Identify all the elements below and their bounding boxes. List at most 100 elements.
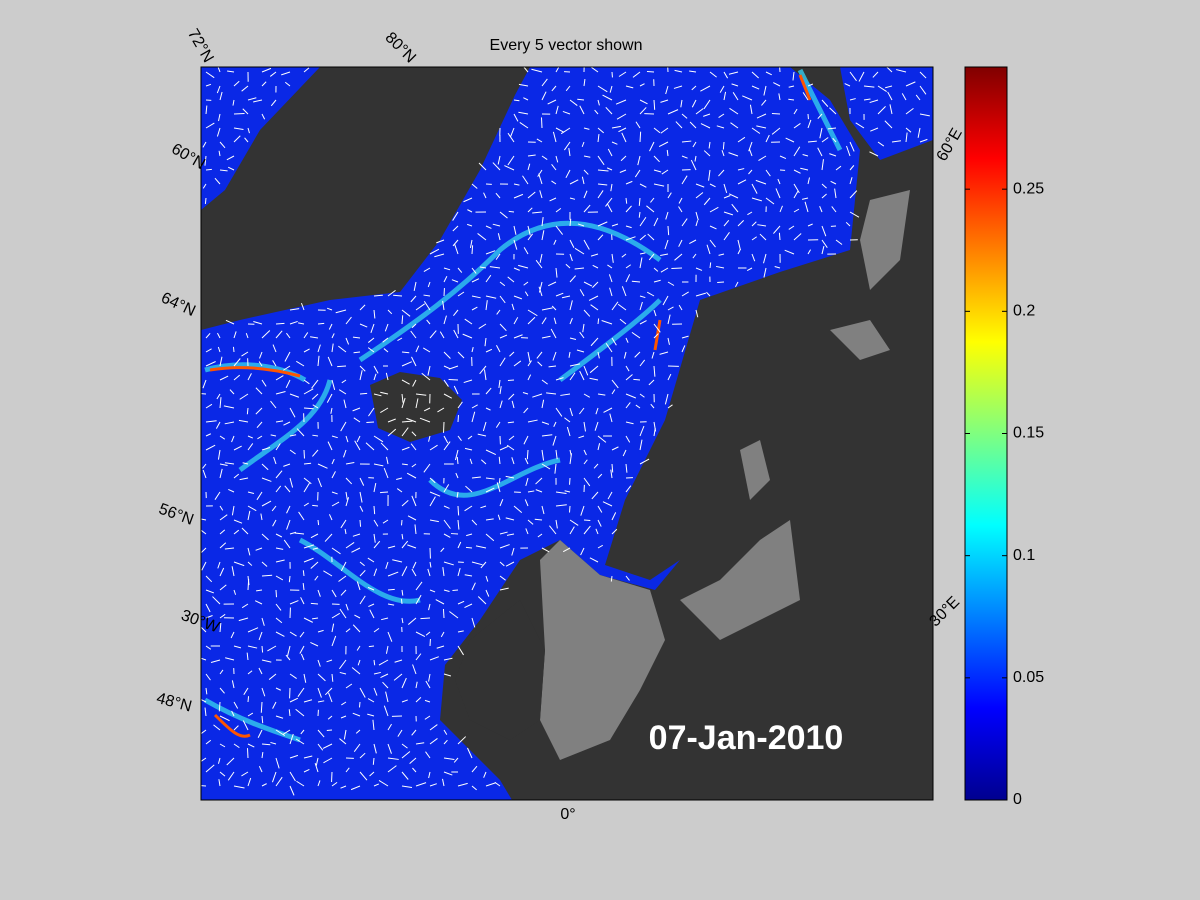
vector [597,221,608,227]
vector [625,421,634,425]
vector [638,211,641,218]
vector [639,99,648,105]
vector [442,778,445,787]
vector [611,125,622,129]
vector [691,85,697,91]
vector [233,645,242,649]
vector [581,141,585,147]
vector [423,267,431,272]
vector [283,539,291,549]
vector [272,519,277,527]
shallow-seas [680,190,910,640]
vector [429,330,437,339]
vector [275,322,285,325]
vector [569,363,581,367]
vector [242,108,249,115]
vector [233,135,241,143]
vector [464,574,473,577]
vector [549,197,557,202]
vector [340,715,347,719]
vector [331,781,338,787]
vector [218,701,221,712]
colorbar-tick-label: 0.15 [1013,425,1044,442]
vector [275,715,284,719]
vector [555,127,565,133]
vector [568,147,571,157]
vector [233,374,241,381]
vector [401,397,406,409]
vector [401,785,413,789]
vector [578,407,585,415]
vector [527,419,538,423]
vector [832,137,837,143]
vector [646,205,655,213]
vector [590,337,599,347]
vector [202,183,207,189]
vector [690,159,697,171]
vector [708,169,711,181]
vector [611,379,619,389]
vector [219,542,227,549]
vector [597,351,600,359]
vector [275,559,285,563]
vector [728,152,739,157]
vector [541,379,548,385]
vector [396,477,403,481]
vector [378,780,389,787]
vector [288,575,291,583]
vector [485,274,492,283]
vector [368,645,375,648]
vector [435,599,445,605]
vector [541,78,548,87]
vector [423,294,431,297]
vector [611,301,619,311]
vector [505,561,515,567]
vector [513,193,524,199]
vector [261,574,273,577]
vector [303,502,309,507]
vector [322,743,333,749]
vector [331,635,337,647]
vector [420,617,431,620]
vector [541,547,550,553]
vector [205,673,211,681]
vector [597,234,604,241]
vector [467,747,473,759]
vector [270,99,277,107]
vector [737,168,745,171]
vector [232,99,235,106]
vector [673,85,683,89]
vector [231,710,235,717]
vector [773,225,781,234]
vector [317,477,323,488]
vector [427,365,431,376]
vector [421,372,431,381]
vector [289,320,298,325]
vector [569,453,573,465]
vector [550,328,557,339]
vector [748,169,753,175]
vector [499,575,506,581]
vector [555,504,567,507]
vector [241,351,249,357]
vector [527,225,531,236]
vector [354,440,361,451]
vector [387,290,396,297]
vector [457,267,463,273]
vector [524,291,529,297]
vector [637,155,641,166]
vector [373,783,380,787]
vector [436,645,445,649]
vector [400,598,403,605]
vector [562,547,571,553]
vector [583,79,586,87]
vector [261,751,264,759]
vector [788,225,795,230]
vector [553,239,557,245]
vector [272,701,277,709]
vector [411,431,417,437]
vector [275,547,284,550]
vector [623,351,627,359]
vector [569,337,577,340]
vector [275,757,280,769]
